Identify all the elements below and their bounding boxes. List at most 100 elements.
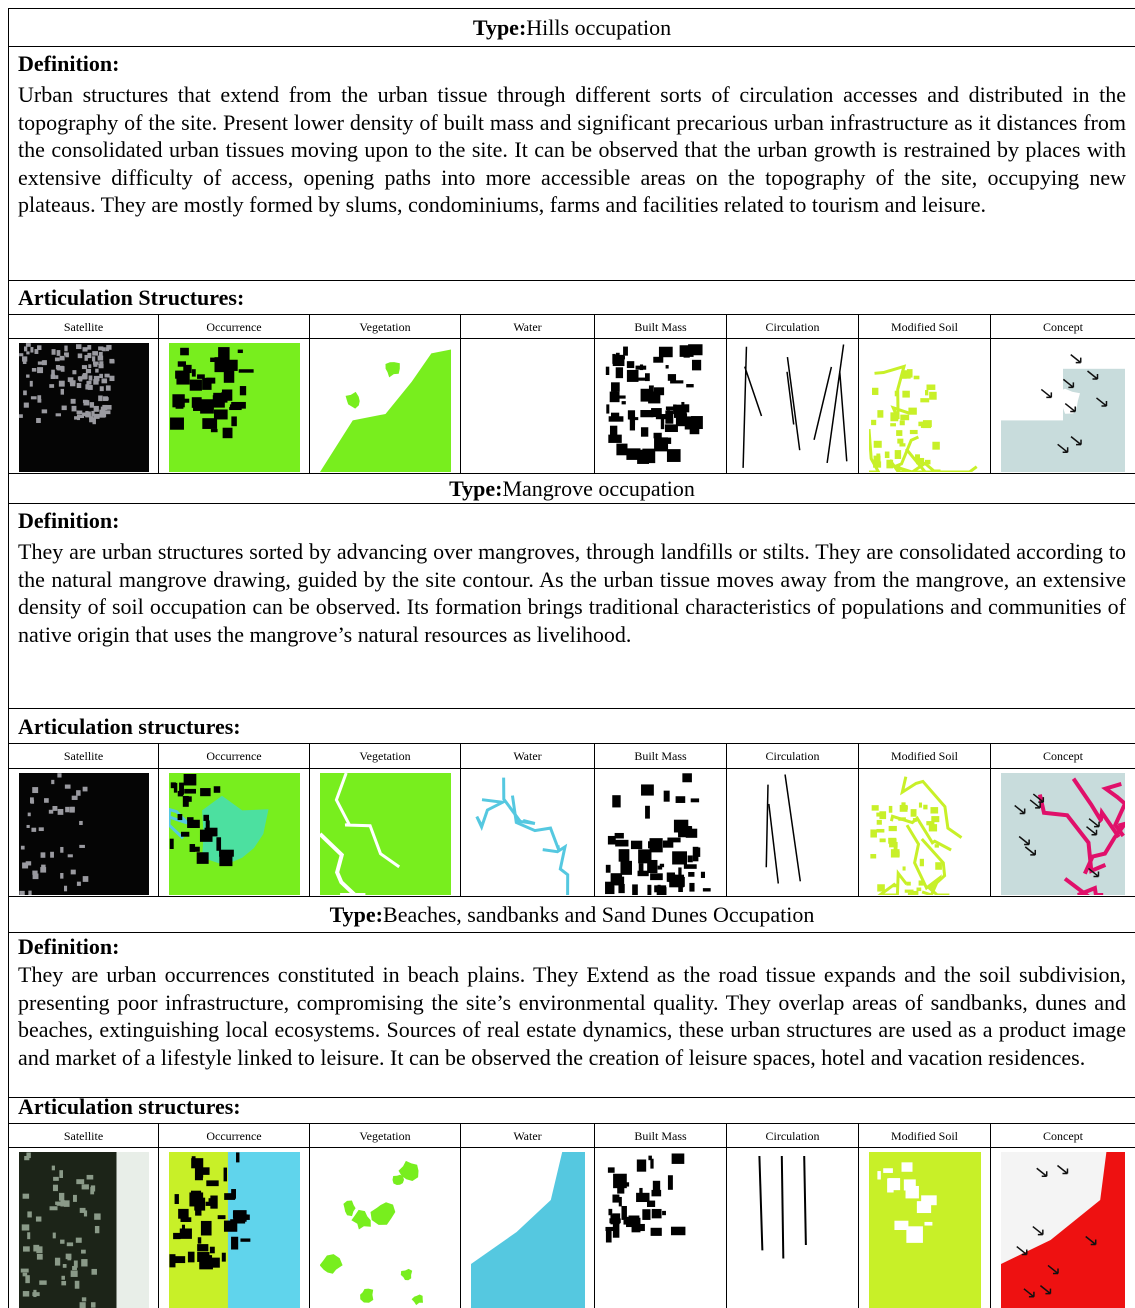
thumb-shape (180, 347, 189, 356)
thumb-shape (76, 790, 81, 796)
thumb-shape (636, 1192, 650, 1203)
thumb-shape (19, 890, 25, 895)
thumb-shape (609, 391, 620, 403)
thumb-shape (1086, 826, 1098, 836)
thumb-shape (97, 355, 104, 361)
column-header-row: Satellite Occurrence Vegetation Water Built … (9, 315, 1135, 339)
thumb-shape (222, 427, 233, 439)
thumb-shape (888, 825, 897, 832)
thumb-shape (76, 344, 82, 350)
thumb-shape (1057, 443, 1069, 454)
thumb-shape (206, 377, 216, 384)
thumb-shape (1037, 794, 1107, 874)
thumb-shape (198, 399, 202, 407)
thumb-shape (605, 864, 611, 873)
thumb-shape (184, 788, 197, 794)
thumb-shape (22, 862, 29, 869)
thumb-shape (687, 855, 693, 863)
thumb-shape (34, 349, 39, 354)
thumb-shape (87, 352, 92, 359)
thumb-shape (51, 349, 56, 355)
thumb-shape (616, 443, 628, 456)
thumb-shape (54, 357, 60, 362)
thumb-shape (85, 413, 91, 417)
thumb-shape (209, 1246, 215, 1254)
thumb-shape (200, 788, 211, 797)
thumb-shape (58, 380, 65, 387)
thumb-shape (892, 883, 899, 888)
thumb-shape (180, 831, 190, 837)
thumb-shape (183, 364, 192, 374)
thumb-shape (105, 385, 111, 391)
document-table: Type: Hills occupation Definition: Urban s… (8, 8, 1135, 1308)
thumb-shape (398, 1160, 419, 1181)
thumb-shape (906, 369, 913, 378)
thumb-shape (33, 1244, 40, 1252)
thumb-shape (183, 773, 197, 786)
thumb-shape (898, 817, 906, 821)
thumb-shape (666, 872, 675, 882)
thumb-shape (637, 870, 649, 877)
thumb-shape (200, 399, 214, 414)
thumb-shape (684, 404, 690, 413)
thumb-shape (612, 353, 616, 364)
column-header: Satellite (9, 1124, 159, 1147)
thumb-shape (213, 786, 221, 793)
thumb-shape (614, 832, 624, 839)
thumb-shape (98, 351, 103, 358)
thumb-shape (916, 457, 920, 465)
thumb-shape (203, 814, 210, 821)
thumb-shape (205, 820, 210, 834)
thumb-shape (22, 356, 28, 362)
thumb-shape (345, 391, 360, 409)
thumb-shape (177, 814, 183, 821)
thumb-shape (23, 402, 29, 408)
thumb-shape (60, 1200, 65, 1207)
thumb-shape (87, 345, 92, 350)
image-cell (727, 1148, 859, 1308)
thumb-shape (64, 345, 68, 352)
thumb-shape (82, 399, 88, 404)
thumb-shape (803, 1155, 807, 1246)
column-header-row: Satellite Occurrence Vegetation Water Built … (9, 744, 1135, 769)
thumb-shape (605, 1230, 612, 1243)
thumb-shape (202, 377, 212, 390)
thumb-shape (223, 1220, 238, 1232)
thumb-shape (204, 827, 218, 837)
thumb-shape (74, 1280, 80, 1289)
thumb-shape (934, 844, 939, 848)
thumb-shape (99, 409, 106, 416)
thumb-shape (37, 398, 42, 403)
thumb-shape (86, 1174, 94, 1180)
thumb-shape (924, 1221, 933, 1226)
thumb-shape (51, 1165, 55, 1171)
image-cell (727, 769, 859, 896)
thumb-shape (320, 832, 366, 895)
thumb-shape (1032, 793, 1045, 803)
thumb-shape (20, 845, 25, 850)
thumb-shape (607, 1167, 615, 1173)
thumb-shape (626, 369, 639, 382)
thumbnail-6 (869, 364, 978, 472)
thumb-shape (650, 1158, 654, 1169)
thumb-shape (320, 773, 451, 895)
thumb-shape (392, 1174, 404, 1185)
thumb-shape (612, 354, 625, 367)
thumb-shape (688, 826, 693, 835)
thumb-shape (28, 890, 32, 895)
thumb-shape (657, 884, 661, 890)
thumb-shape (744, 366, 763, 417)
thumb-shape (320, 349, 451, 472)
thumb-shape (919, 858, 924, 867)
thumb-shape (694, 847, 701, 857)
thumb-shape (75, 1237, 82, 1243)
column-header: Concept (1043, 1129, 1083, 1143)
thumb-shape (207, 1257, 220, 1268)
thumbnail-7 (1001, 773, 1125, 895)
thumb-shape (913, 375, 920, 380)
thumb-shape (87, 385, 93, 390)
thumb-shape (236, 1152, 240, 1163)
thumb-shape (29, 797, 34, 804)
thumb-shape (238, 369, 254, 373)
thumb-shape (903, 1179, 916, 1191)
